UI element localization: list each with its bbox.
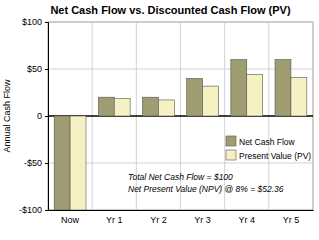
bar (231, 60, 247, 116)
bar (247, 75, 263, 116)
bar (143, 97, 159, 116)
bars (54, 60, 307, 210)
bar (275, 60, 291, 116)
tick-label: $100 (22, 17, 42, 27)
y-axis-title: Annual Cash Flow (2, 79, 12, 153)
chart: -$100 -$50 0 $50 $100 Now Yr 1 Yr 2 Yr 3 Yr 4 Yr 5… (0, 0, 319, 240)
grid (48, 22, 313, 210)
tick-label: Yr 4 (238, 215, 255, 225)
axis-line (45, 23, 49, 211)
tick-mark (45, 210, 48, 211)
tick: -$100 (19, 205, 48, 215)
tick: $100 (22, 17, 48, 27)
annotation: Net Present Value (NPV) @ 8% = $52.36 (128, 184, 284, 194)
bar (203, 86, 219, 116)
grid-line (48, 163, 313, 164)
tick-mark (45, 69, 48, 70)
tick-label: Yr 2 (150, 215, 167, 225)
bar (70, 116, 86, 210)
tick-mark (45, 22, 48, 23)
grid-line (48, 69, 313, 70)
tick: $50 (27, 64, 48, 74)
legend-swatch (226, 150, 236, 160)
y-axis: -$100 -$50 0 $50 $100 (19, 17, 49, 215)
bar (98, 97, 114, 116)
tick-label: Now (61, 215, 80, 225)
title: Net Cash Flow vs. Discounted Cash Flow (… (50, 4, 291, 16)
tick: Yr 3 (194, 210, 211, 225)
tick-mark (45, 116, 48, 117)
axis-line (49, 210, 314, 211)
tick-label: -$50 (24, 158, 42, 168)
tick: -$50 (24, 158, 48, 168)
tick-mark (45, 163, 48, 164)
tick: Now (61, 210, 80, 225)
tick-label: Yr 3 (194, 215, 211, 225)
grid-line (48, 210, 313, 211)
bar (114, 99, 130, 116)
tick-label: 0 (37, 111, 42, 121)
annotation: Total Net Cash Flow = $100 (128, 172, 233, 182)
tick-label: -$100 (19, 205, 42, 215)
tick-label: $50 (27, 64, 42, 74)
legend: Net Cash Flow Present Value (PV) (226, 136, 311, 161)
tick-label: Yr 5 (283, 215, 300, 225)
tick: 0 (37, 111, 48, 121)
bar (54, 116, 70, 210)
bar (187, 78, 203, 116)
legend-label: Present Value (PV) (239, 151, 311, 161)
legend-swatch (226, 136, 236, 146)
bar (158, 100, 174, 116)
x-axis: Now Yr 1 Yr 2 Yr 3 Yr 4 Yr 5 (49, 210, 314, 225)
tick: Yr 4 (238, 210, 255, 225)
tick: Yr 5 (283, 210, 300, 225)
tick: Yr 2 (150, 210, 167, 225)
tick: Yr 1 (106, 210, 123, 225)
tick-label: Yr 1 (106, 215, 123, 225)
legend-label: Net Cash Flow (239, 137, 296, 147)
bar (291, 78, 307, 116)
plot-area (48, 22, 313, 210)
grid-line (48, 22, 313, 23)
grid-line (48, 115, 313, 116)
